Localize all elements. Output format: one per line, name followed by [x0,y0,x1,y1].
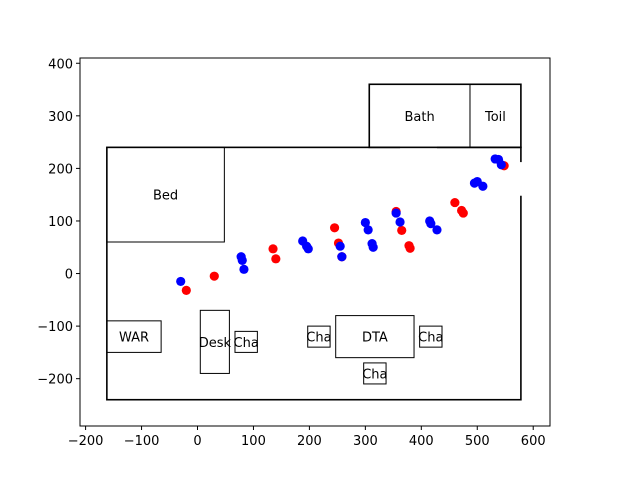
data-point [209,271,219,281]
room-label: DTA [362,331,388,346]
room-label: Cha [306,331,331,346]
x-axis: −200 −100 0 100 200 300 400 500 600 [68,426,546,449]
data-point [360,217,370,228]
x-tick-label: 500 [465,434,490,449]
room-cha: Cha [306,325,332,348]
room-box [335,315,415,359]
room-cha: Cha [234,330,259,353]
room-dta: DTA [335,315,415,359]
room-label: Cha [418,331,443,346]
data-point [496,160,506,170]
room-box [106,146,225,243]
x-tick-label: 600 [521,434,546,449]
room-label: WAR [119,331,149,346]
data-point [329,223,340,233]
room-war: WAR [106,320,162,353]
points-layer [176,154,509,295]
room-desk: Desk [199,309,232,374]
x-tick-label: 100 [241,434,266,449]
room-cha: Cha [418,325,443,348]
y-axis: −200 −100 0 100 200 300 400 [37,57,80,388]
x-tick-label: 300 [353,434,378,449]
y-tick-label: −100 [37,320,73,335]
x-tick-label: −100 [124,434,160,449]
x-tick-label: 200 [297,434,322,449]
x-tick-label: −200 [68,434,104,449]
room-box [307,325,331,348]
y-tick-label: −200 [37,373,73,388]
data-point [268,244,278,254]
room-cha: Cha [362,362,388,385]
data-point [426,219,436,229]
data-point [337,252,347,262]
room-box [106,320,162,353]
room-box [234,330,258,353]
data-point [303,244,313,254]
data-point [363,225,373,235]
room-bath: Bath [368,83,471,148]
data-point [450,197,460,208]
room-box [199,309,230,374]
x-tick-label: 0 [193,434,201,449]
room-bed: Bed [106,146,225,243]
data-point [395,217,405,227]
room-box [363,362,387,385]
data-point [432,225,442,235]
data-point [181,285,191,295]
apartment-outline [106,146,522,401]
room-toil: Toil [469,83,522,148]
data-point [176,276,186,287]
data-point [397,225,407,236]
data-point [368,242,378,252]
data-point [271,254,281,264]
y-tick-label: 200 [48,162,73,177]
data-point [335,241,345,251]
y-tick-label: 300 [48,110,73,125]
room-box [469,83,522,148]
y-tick-label: 100 [48,215,73,230]
y-tick-label: 0 [65,268,73,283]
data-point [405,243,415,253]
room-box [419,325,443,348]
plot-frame [79,57,551,427]
x-tick-label: 400 [409,434,434,449]
data-point [458,208,468,218]
data-point [478,181,488,191]
data-point [237,255,247,265]
y-tick-label: 400 [48,57,73,72]
room-label: Desk [199,336,232,351]
room-label: Toil [484,110,506,125]
room-label: Bath [405,110,435,125]
room-label: Bed [153,189,178,204]
room-label: Cha [234,336,259,351]
data-point [239,264,249,274]
data-point [391,208,401,218]
room-label: Cha [362,367,387,382]
